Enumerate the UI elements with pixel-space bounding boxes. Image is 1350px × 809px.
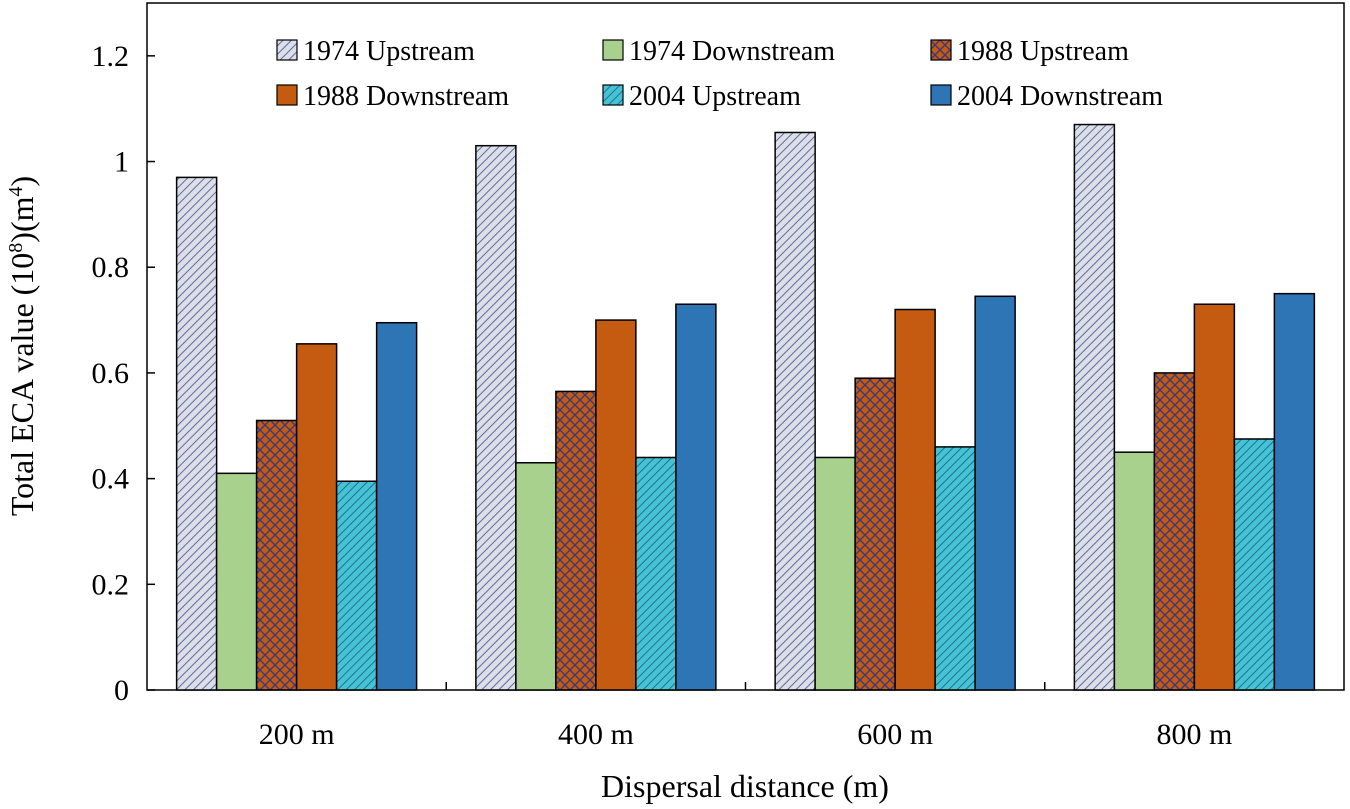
bar-1988-upstream-600m xyxy=(854,377,896,691)
y-axis-title-sup1: 8 xyxy=(5,243,27,253)
legend-label: 2004 Downstream xyxy=(957,81,1163,112)
x-tick-label: 800 m xyxy=(1156,718,1232,751)
bar-2004-upstream-600m xyxy=(934,446,976,691)
y-tick-label: 0.2 xyxy=(92,568,130,601)
y-tick-label: 1 xyxy=(114,146,129,179)
y-axis-title-sup2: 4 xyxy=(5,186,27,196)
x-tick-label: 600 m xyxy=(857,718,933,751)
y-tick-label: 0.6 xyxy=(92,357,130,390)
bar-2004-downstream-800m xyxy=(1273,292,1316,691)
legend-label: 1988 Upstream xyxy=(957,36,1129,67)
bar-2004-downstream-200m xyxy=(375,321,418,691)
y-tick-label: 0.8 xyxy=(92,251,130,284)
bars-group xyxy=(175,123,1316,691)
legend-swatch xyxy=(930,84,952,106)
y-tick-label: 0.4 xyxy=(92,463,130,496)
bar-2004-upstream-400m xyxy=(635,456,677,691)
bar-2004-upstream-800m xyxy=(1233,438,1276,691)
bar-1974-upstream-200m xyxy=(175,176,218,691)
legend-swatch xyxy=(276,39,298,61)
bar-1974-downstream-400m xyxy=(515,462,557,691)
legend-swatch xyxy=(602,84,624,106)
bar-1988-downstream-200m xyxy=(295,343,338,691)
legend-label: 1974 Upstream xyxy=(303,36,475,67)
bar-1974-upstream-600m xyxy=(774,131,816,691)
bar-1988-downstream-400m xyxy=(595,319,637,691)
bar-2004-upstream-200m xyxy=(335,480,378,691)
bar-1988-upstream-400m xyxy=(555,390,597,691)
bar-2004-downstream-600m xyxy=(974,295,1016,691)
bar-1974-downstream-200m xyxy=(215,472,258,691)
y-tick-label: 0 xyxy=(114,674,129,707)
x-axis-title: Dispersal distance (m) xyxy=(601,768,889,804)
x-tick-label: 200 m xyxy=(259,718,335,751)
legend-swatch xyxy=(276,84,298,106)
bar-1988-downstream-600m xyxy=(894,308,936,691)
legend-label: 1974 Downstream xyxy=(629,36,835,67)
y-tick-label: 1.2 xyxy=(92,40,130,73)
bar-1974-upstream-800m xyxy=(1073,123,1116,691)
bar-1988-upstream-800m xyxy=(1153,372,1196,691)
legend-swatch xyxy=(930,39,952,61)
legend-label: 1988 Downstream xyxy=(303,81,509,112)
bar-1974-upstream-400m xyxy=(475,144,517,691)
bar-1988-downstream-800m xyxy=(1193,303,1236,691)
bar-2004-downstream-400m xyxy=(675,303,717,691)
legend: 1974 Upstream 1974 Downstream 1988 Upstrea… xyxy=(276,36,1163,112)
x-axis-ticks: 200 m 400 m 600 m 800 m xyxy=(259,682,1232,751)
legend-swatch xyxy=(602,39,624,61)
x-tick-label: 400 m xyxy=(558,718,634,751)
y-axis-title: Total ECA value (108)(m4) xyxy=(4,176,40,516)
bar-1974-downstream-800m xyxy=(1113,451,1156,691)
y-axis-ticks: 0 0.2 0.4 0.6 0.8 1 1.2 xyxy=(92,40,155,707)
bar-1974-downstream-600m xyxy=(814,456,856,691)
legend-label: 2004 Upstream xyxy=(629,81,801,112)
bar-1988-upstream-200m xyxy=(255,419,298,691)
